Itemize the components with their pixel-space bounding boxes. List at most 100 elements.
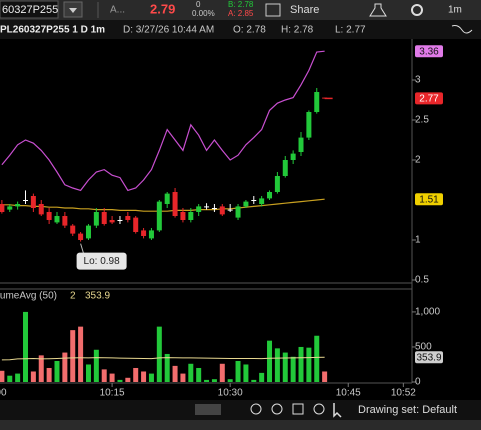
bid: B: 2.78 [228, 0, 254, 9]
candle-body [109, 220, 115, 223]
y-tick-label: 0 [415, 377, 421, 388]
y-tick-label: 3 [415, 75, 421, 86]
x-tick-label: 10:45 [336, 388, 361, 399]
header [0, 20, 481, 39]
volume-bar [125, 377, 131, 382]
plot: Lo: 0.98 [0, 50, 333, 382]
volume-bar [62, 352, 68, 382]
settings-icon[interactable] [411, 4, 423, 16]
zoom-out[interactable] [250, 403, 262, 415]
volume-title: VolumeAvg (50) [0, 291, 57, 302]
candle-body [133, 217, 139, 232]
annotation-box [76, 252, 127, 270]
volume-bar [156, 326, 162, 382]
volume-bar [38, 355, 44, 382]
indicator-line [1, 198, 325, 212]
candle-body [70, 225, 76, 234]
candle-body [259, 198, 265, 204]
volume-bar [70, 330, 76, 382]
candle-body [23, 200, 29, 201]
volume-bar [93, 349, 99, 382]
volume-bar [0, 370, 5, 382]
candle-body [172, 192, 178, 216]
y-tick-label: 1 [415, 235, 421, 246]
status-bar [0, 420, 481, 430]
high: H: 2.78 [281, 25, 314, 36]
candle-body [148, 230, 154, 239]
volume-bar [227, 379, 233, 382]
candle-body [164, 193, 170, 204]
candle-body [141, 230, 147, 236]
x-tick-label: 10:30 [218, 388, 243, 399]
last-value-box [415, 45, 443, 58]
candle-body [314, 92, 320, 112]
last-value-box [415, 193, 443, 206]
annotation: Lo: 0.98 [84, 256, 121, 267]
zoom-box[interactable] [292, 403, 304, 415]
ask: A: 2.85 [228, 9, 254, 18]
last-value-box [415, 92, 443, 105]
candle-body [282, 160, 288, 176]
menu[interactable]: A... [110, 5, 125, 16]
candle-body [298, 137, 304, 152]
candle-body [188, 212, 194, 220]
volume-bar [109, 373, 115, 382]
lab-icon[interactable] [369, 3, 387, 17]
drawing-set[interactable]: Drawing set: Default [358, 404, 457, 416]
style-icon[interactable] [451, 25, 473, 34]
share[interactable]: Share [290, 4, 319, 16]
interval[interactable]: 1m [448, 5, 462, 16]
volume-average [1, 356, 325, 361]
x-tick-label: 10:15 [100, 388, 125, 399]
icon[interactable] [265, 3, 281, 17]
candle-body [62, 216, 68, 226]
volume-bar [322, 371, 328, 382]
volume-bar [141, 371, 147, 382]
last-value-label: 1.51 [419, 194, 439, 205]
volume-bar [133, 367, 139, 382]
candle-body [30, 196, 36, 208]
last-value-label: 2.77 [419, 94, 439, 105]
crosshair[interactable] [313, 403, 325, 415]
toolbar [0, 0, 481, 20]
y-tick-label: 2.5 [415, 115, 429, 126]
candle-body [219, 206, 225, 215]
zoom-in[interactable] [271, 403, 283, 415]
candle-body [15, 204, 21, 207]
volume-bar [259, 372, 265, 382]
pointer[interactable] [333, 403, 342, 418]
x-tick-label: 10:52 [391, 388, 416, 399]
last-price: 2.79 [150, 1, 175, 16]
candle-body [46, 212, 52, 220]
candle-body [290, 153, 296, 160]
scrollbar[interactable] [195, 404, 221, 415]
last-value-box [415, 351, 443, 364]
chart-symbol: PL260327P255 1 D 1m [0, 25, 105, 36]
candle-body [101, 212, 107, 224]
x-tick-label: 10:00 [0, 388, 7, 399]
volume-bar [15, 373, 21, 382]
candle-body [0, 204, 5, 212]
candle-body [267, 192, 273, 199]
candle-body [78, 233, 84, 240]
last-value-label: 353.9 [416, 352, 441, 363]
candle-body [196, 206, 202, 212]
dropdown-arrow [69, 8, 77, 13]
symbol-box[interactable] [0, 0, 59, 19]
candle-body [306, 112, 312, 138]
candle-body [274, 176, 280, 192]
volume-bar [314, 335, 320, 382]
volume-bar [267, 340, 273, 382]
candle-body [243, 201, 249, 207]
volume-bar [46, 367, 52, 382]
low: L: 2.77 [335, 25, 366, 36]
candle-body [204, 206, 210, 208]
candle-body [211, 208, 217, 209]
volume-bar [211, 379, 217, 382]
volume-bar [164, 353, 170, 382]
volume-setting: 2 [70, 291, 76, 302]
indicator-line [1, 50, 325, 192]
volume-bar [219, 363, 225, 382]
volume-bar [54, 360, 60, 382]
